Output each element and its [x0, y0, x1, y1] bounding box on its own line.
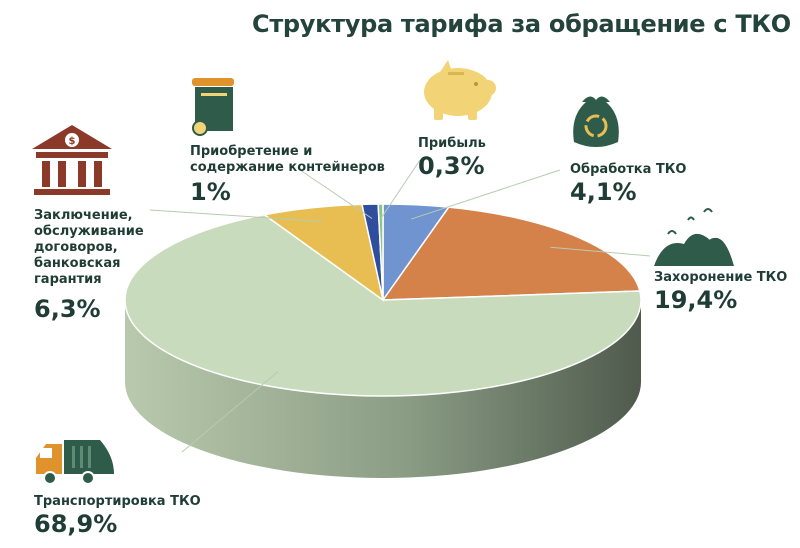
value-containers: 1% [190, 178, 231, 206]
leader-line-containers [299, 169, 373, 219]
pie-slice-burial [381, 206, 641, 301]
pie-side-wall [125, 300, 641, 478]
leader-line-transport [181, 371, 279, 453]
piggy-bank-icon [424, 60, 496, 120]
label-transport: Транспортировка ТКО [34, 494, 201, 509]
waste-container-icon [192, 78, 234, 136]
value-profit: 0,3% [418, 152, 485, 180]
landfill-icon [654, 208, 734, 266]
label-containers: Приобретение и содержание контейнеров [190, 144, 385, 175]
label-profit: Прибыль [418, 136, 486, 151]
value-burial: 19,4% [654, 286, 738, 314]
leader-line-contracts [149, 209, 323, 223]
chart-title: Структура тарифа за обращение с ТКО [252, 10, 791, 38]
recycle-bag-icon [573, 96, 619, 147]
bank-icon: $ [32, 125, 112, 195]
leader-line-processing [411, 169, 561, 220]
leader-line-burial [550, 246, 651, 257]
leader-line-profit [380, 159, 421, 219]
value-transport: 68,9% [34, 510, 118, 538]
value-contracts: 6,3% [34, 295, 101, 323]
pie-slice-profit [377, 203, 384, 301]
garbage-truck-icon [36, 440, 114, 485]
label-processing: Обработка ТКО [570, 162, 687, 177]
pie-slice-transport [124, 213, 642, 397]
label-burial: Захоронение ТКО [654, 270, 788, 285]
value-processing: 4,1% [570, 178, 637, 206]
svg-text:$: $ [69, 136, 76, 147]
label-contracts: Заключение, обслуживание договоров, банк… [34, 208, 144, 287]
